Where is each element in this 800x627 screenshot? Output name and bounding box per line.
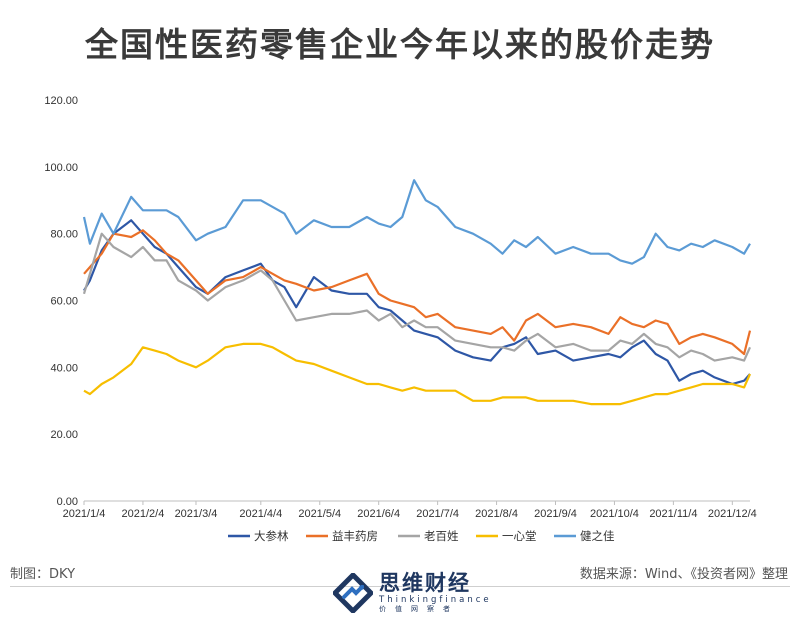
legend-label: 大参林: [254, 529, 289, 543]
maker-name: DKY: [49, 567, 76, 582]
brand-logo: 思维财经 Thinkingfinance 价值网察者: [333, 571, 492, 614]
legend-label: 健之佳: [580, 529, 615, 543]
series-line-老百姓: [82, 232, 752, 362]
legend-label: 益丰药房: [332, 529, 378, 543]
x-tick-label: 2021/8/4: [475, 508, 518, 520]
legend-label: 老百姓: [424, 529, 459, 543]
chart-maker: 制图：DKY: [10, 563, 75, 582]
x-tick-label: 2021/4/4: [239, 508, 282, 520]
y-tick-label: 80.00: [50, 229, 78, 241]
x-tick-label: 2021/3/4: [175, 508, 218, 520]
series-line-大参林: [83, 219, 751, 386]
x-tick-label: 2021/2/4: [122, 508, 165, 520]
x-tick-label: 2021/1/4: [63, 508, 106, 520]
x-tick-label: 2021/12/4: [708, 508, 757, 520]
y-tick-label: 20.00: [50, 429, 78, 441]
logo-mark-icon: [333, 572, 373, 613]
series-line-一心堂: [83, 342, 752, 406]
maker-label: 制图：: [10, 567, 50, 582]
y-tick-label: 100.00: [44, 162, 78, 174]
x-tick-label: 2021/6/4: [357, 508, 400, 520]
x-tick-label: 2021/7/4: [416, 508, 459, 520]
legend-label: 一心堂: [502, 529, 537, 543]
x-tick-label: 2021/5/4: [298, 508, 341, 520]
y-tick-label: 0.00: [57, 496, 78, 508]
x-tick-label: 2021/10/4: [590, 508, 639, 520]
chart-title: 全国性医药零售企业今年以来的股价走势: [85, 25, 715, 64]
x-tick-label: 2021/11/4: [649, 508, 697, 520]
logo-subtitle: Thinkingfinance: [379, 595, 492, 605]
series-line-健之佳: [82, 179, 751, 265]
line-chart: 0.00 20.00 40.00 60.00 80.00 100.00 120.00 2021…: [44, 95, 757, 543]
x-tick-label: 2021/9/4: [534, 508, 577, 520]
y-tick-label: 60.00: [50, 296, 78, 308]
logo-name: 思维财经: [379, 571, 471, 595]
footer-divider: [10, 586, 790, 587]
logo-tagline: 价值网察者: [379, 605, 459, 613]
y-tick-label: 120.00: [44, 95, 78, 107]
series-line-益丰药房: [83, 229, 752, 356]
data-source: 数据来源：Wind、《投资者网》整理: [579, 567, 788, 582]
y-tick-label: 40.00: [50, 362, 78, 374]
